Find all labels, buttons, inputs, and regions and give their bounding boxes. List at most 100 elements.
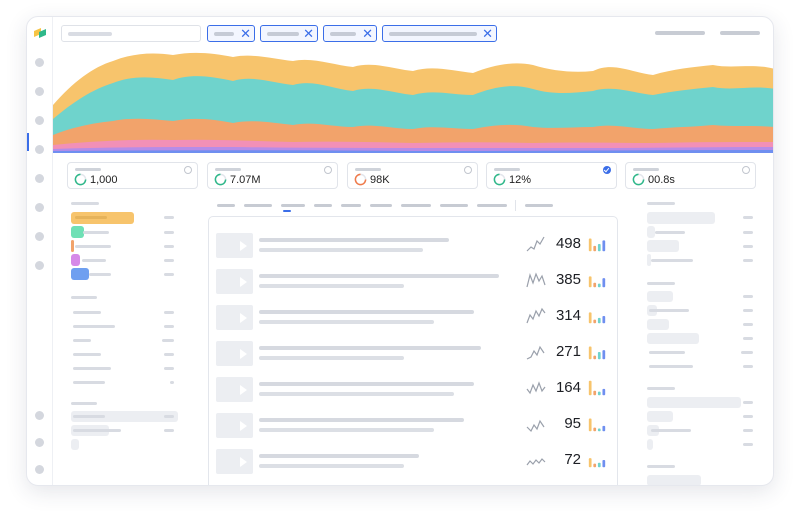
video-list: 498 385 314 271 164 95 72: [208, 216, 618, 485]
list-item[interactable]: 385: [209, 265, 617, 302]
video-subtitle: [259, 464, 404, 468]
tab-4[interactable]: [314, 204, 332, 207]
row-count: 314: [555, 307, 581, 324]
filter-heading-3: [71, 402, 97, 405]
stat-value: 7.07M: [230, 174, 261, 186]
tab-5[interactable]: [341, 204, 361, 207]
close-icon[interactable]: ✕: [240, 26, 251, 41]
video-subtitle: [259, 428, 434, 432]
tab-8[interactable]: [440, 204, 468, 207]
nav-icon-8[interactable]: [35, 261, 44, 270]
radio-circle-icon[interactable]: [464, 166, 472, 174]
tab-3[interactable]: [281, 204, 305, 207]
tab-10[interactable]: [525, 204, 553, 207]
video-thumbnail[interactable]: [216, 377, 253, 402]
nav-icon-4[interactable]: [35, 145, 44, 154]
app-window: ✕ ✕ ✕ ✕ 1,000 7.07M 98K 12% 00.8s: [26, 16, 774, 486]
radio-circle-icon[interactable]: [742, 166, 750, 174]
tab-1[interactable]: [217, 204, 235, 207]
filter-chip-4[interactable]: ✕: [382, 25, 497, 42]
video-title[interactable]: [259, 418, 464, 422]
nav-icon-9[interactable]: [35, 411, 44, 420]
video-title[interactable]: [259, 382, 474, 386]
stat-value: 00.8s: [648, 174, 675, 186]
stat-value: 12%: [509, 174, 532, 186]
play-icon: [240, 277, 247, 287]
list-item[interactable]: 271: [209, 337, 617, 374]
mini-bar-chart-icon: [588, 346, 606, 360]
tab-2[interactable]: [244, 204, 272, 207]
nav-icon-1[interactable]: [35, 58, 44, 67]
video-title[interactable]: [259, 346, 481, 350]
play-icon: [240, 385, 247, 395]
stat-card-4[interactable]: 12%: [486, 162, 617, 189]
list-item[interactable]: 95: [209, 409, 617, 446]
rail-active-indicator: [27, 133, 29, 151]
mini-bar-chart-icon: [588, 418, 606, 432]
stat-card-1[interactable]: 1,000: [67, 162, 198, 189]
progress-ring-icon: [74, 173, 87, 186]
tab-9[interactable]: [477, 204, 507, 207]
video-thumbnail[interactable]: [216, 449, 253, 474]
sparkline-icon: [526, 345, 545, 360]
close-icon[interactable]: ✕: [362, 26, 373, 41]
nav-icon-2[interactable]: [35, 87, 44, 96]
list-item[interactable]: 72: [209, 445, 617, 482]
stat-value: 1,000: [90, 174, 118, 186]
legend-swatch-blue[interactable]: [71, 268, 89, 280]
legend-swatch-purple[interactable]: [71, 254, 80, 266]
tab-6[interactable]: [370, 204, 392, 207]
nav-icon-3[interactable]: [35, 116, 44, 125]
legend-swatch-orange[interactable]: [71, 240, 74, 252]
radio-circle-icon[interactable]: [324, 166, 332, 174]
video-title[interactable]: [259, 274, 499, 278]
tab-7[interactable]: [401, 204, 431, 207]
progress-ring-icon: [214, 173, 227, 186]
mini-bar-chart-icon: [588, 458, 606, 468]
nav-icon-7[interactable]: [35, 232, 44, 241]
legend-swatch-green[interactable]: [71, 226, 84, 238]
sparkline-icon: [526, 419, 545, 433]
video-subtitle: [259, 356, 404, 360]
video-thumbnail[interactable]: [216, 269, 253, 294]
filter-chip-3[interactable]: ✕: [323, 25, 377, 42]
list-item[interactable]: 164: [209, 373, 617, 410]
video-title[interactable]: [259, 238, 449, 242]
play-icon: [240, 457, 247, 467]
nav-icon-11[interactable]: [35, 465, 44, 474]
row-count: 95: [564, 415, 581, 432]
video-subtitle: [259, 392, 454, 396]
stat-label: [75, 168, 101, 171]
video-thumbnail[interactable]: [216, 305, 253, 330]
video-thumbnail[interactable]: [216, 341, 253, 366]
close-icon[interactable]: ✕: [482, 26, 493, 41]
mini-bar-chart-icon: [588, 238, 606, 252]
stat-card-3[interactable]: 98K: [347, 162, 478, 189]
stat-card-5[interactable]: 00.8s: [625, 162, 756, 189]
progress-ring-icon: [354, 173, 367, 186]
close-icon[interactable]: ✕: [303, 26, 314, 41]
stat-card-2[interactable]: 7.07M: [207, 162, 338, 189]
radio-circle-icon[interactable]: [184, 166, 192, 174]
video-thumbnail[interactable]: [216, 413, 253, 438]
check-circle-icon[interactable]: [603, 166, 611, 174]
filter-chip-2[interactable]: ✕: [260, 25, 318, 42]
stat-label: [215, 168, 241, 171]
nav-icon-5[interactable]: [35, 174, 44, 183]
video-title[interactable]: [259, 310, 474, 314]
row-count: 164: [555, 379, 581, 396]
nav-icon-6[interactable]: [35, 203, 44, 212]
video-thumbnail[interactable]: [216, 233, 253, 258]
list-item[interactable]: 498: [209, 229, 617, 266]
filter-chip-1[interactable]: ✕: [207, 25, 255, 42]
list-item[interactable]: 314: [209, 301, 617, 338]
sparkline-icon: [526, 307, 546, 324]
nav-icon-10[interactable]: [35, 438, 44, 447]
video-subtitle: [259, 284, 404, 288]
header-link-1[interactable]: [655, 31, 705, 35]
search-input[interactable]: [61, 25, 201, 42]
play-icon: [240, 349, 247, 359]
video-title[interactable]: [259, 454, 419, 458]
header-link-2[interactable]: [720, 31, 760, 35]
stat-label: [633, 168, 659, 171]
